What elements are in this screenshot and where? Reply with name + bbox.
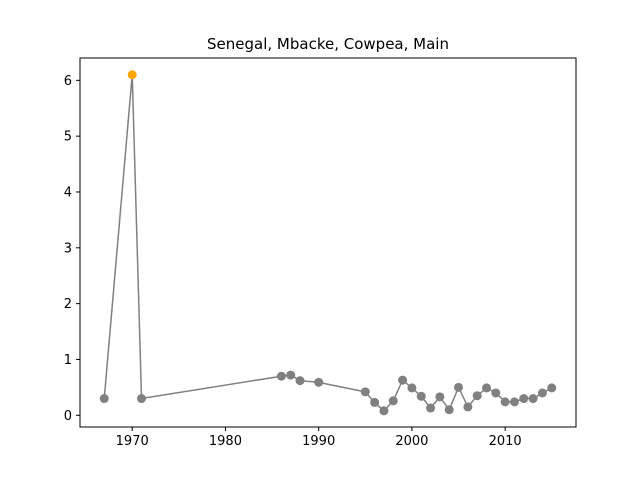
- chart-title: Senegal, Mbacke, Cowpea, Main: [207, 35, 449, 53]
- data-point: [528, 394, 538, 404]
- plot-frame: [79, 57, 577, 428]
- data-point: [276, 371, 286, 381]
- y-tick-label: 6: [64, 74, 72, 89]
- data-point: [416, 391, 426, 401]
- data-point: [295, 376, 305, 386]
- x-tick-label: 2000: [395, 434, 428, 449]
- y-tick-label: 0: [64, 409, 72, 424]
- data-point: [454, 382, 464, 392]
- y-tick-label: 2: [64, 297, 72, 312]
- data-point: [491, 388, 501, 398]
- x-tick-label: 1970: [116, 434, 149, 449]
- data-point: [519, 394, 529, 404]
- data-point: [370, 397, 380, 407]
- data-point: [547, 383, 557, 393]
- data-point: [426, 403, 436, 413]
- data-point: [314, 377, 324, 387]
- data-point: [99, 394, 109, 404]
- data-point: [481, 383, 491, 393]
- series-line: [103, 74, 553, 412]
- data-point: [407, 383, 417, 393]
- data-point: [379, 406, 389, 416]
- data-point: [472, 391, 482, 401]
- y-tick-label: 1: [64, 353, 72, 368]
- x-tick-label: 2010: [489, 434, 522, 449]
- data-point: [444, 405, 454, 415]
- highlight-data-point: [127, 70, 137, 80]
- y-tick-label: 5: [64, 130, 72, 145]
- data-point: [463, 402, 473, 412]
- y-tick-label: 4: [64, 185, 72, 200]
- x-tick-label: 1980: [209, 434, 242, 449]
- data-point: [137, 394, 147, 404]
- data-point: [286, 370, 296, 380]
- y-tick-label: 3: [64, 241, 72, 256]
- data-point: [435, 392, 445, 402]
- data-point: [360, 387, 370, 397]
- x-tick-label: 1990: [302, 434, 335, 449]
- data-point: [388, 396, 398, 406]
- data-point: [398, 375, 408, 385]
- data-point: [509, 397, 519, 407]
- data-point: [537, 388, 547, 398]
- data-point: [500, 397, 510, 407]
